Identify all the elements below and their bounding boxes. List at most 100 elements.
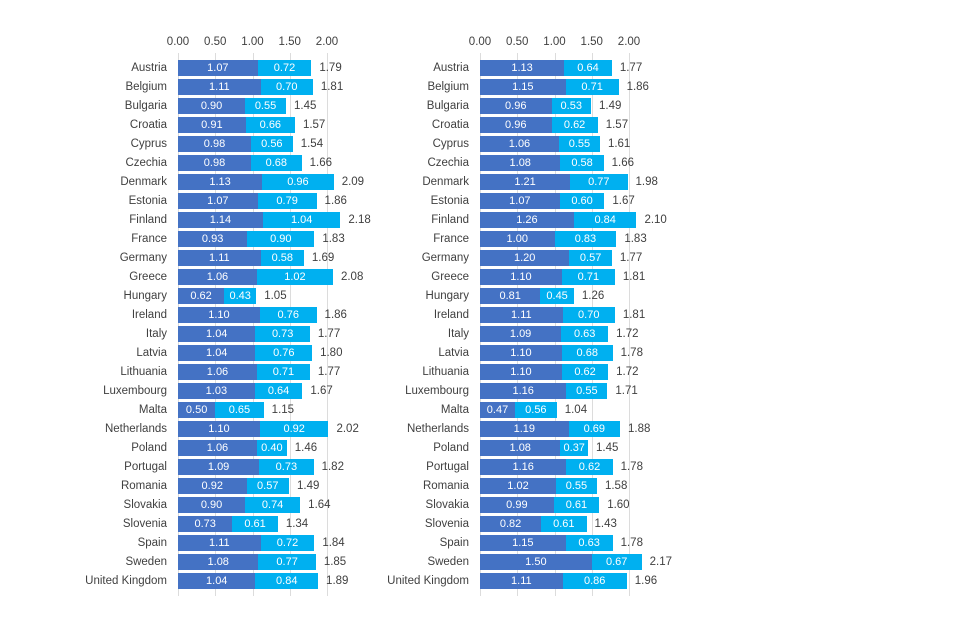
segment-value-label: 1.06 (206, 270, 229, 283)
segment-value-label: 0.76 (277, 308, 299, 321)
segment-value-label: 0.43 (229, 289, 251, 302)
total-value-label: 1.45 (294, 99, 317, 112)
bar-segment-secondary: 0.84 (573, 211, 637, 228)
stacked-bar: 1.21 0.77 1.98 (480, 173, 658, 190)
axis-tick-label: 0.00 (468, 36, 492, 48)
stacked-bar: 1.14 1.04 2.18 (178, 211, 371, 228)
segment-value-label: 0.92 (283, 422, 305, 435)
stacked-bar: 1.15 0.71 1.86 (480, 78, 649, 95)
bar-segment-primary: 0.98 (178, 154, 251, 171)
bar-row: Malta 0.47 0.56 1.04 (312, 400, 672, 419)
bar-segment-secondary: 0.96 (262, 173, 334, 190)
segment-value-label: 1.04 (206, 574, 228, 587)
segment-value-label: 0.96 (505, 118, 527, 131)
category-label: Slovakia (425, 498, 469, 511)
bar-segment-primary: 1.21 (480, 173, 571, 190)
bar-segment-secondary: 1.04 (262, 211, 341, 228)
bar-segment-secondary: 1.02 (256, 268, 333, 285)
segment-value-label: 0.61 (244, 517, 266, 530)
stacked-bar: 1.11 0.72 1.84 (178, 534, 345, 551)
category-label: Lithuania (422, 365, 469, 378)
gridline (327, 53, 328, 596)
bar-segment-primary: 1.26 (480, 211, 574, 228)
segment-value-label: 0.73 (275, 460, 298, 473)
bar-segment-primary: 1.19 (480, 420, 569, 437)
segment-value-label: 1.06 (206, 365, 229, 378)
segment-value-label: 0.92 (201, 479, 223, 492)
bar-segment-secondary: 0.68 (561, 344, 613, 361)
bar-row: Germany 1.11 0.58 1.69 (10, 248, 371, 267)
segment-value-label: 1.11 (209, 251, 230, 264)
total-value-label: 1.49 (599, 99, 622, 112)
bar-row: Luxembourg 1.16 0.55 1.71 (312, 381, 672, 400)
bar-row: Lithuania 1.06 0.71 1.77 (10, 362, 371, 381)
bar-segment-primary: 1.09 (480, 325, 562, 342)
segment-value-label: 0.62 (578, 460, 601, 473)
stacked-bar: 1.16 0.62 1.78 (480, 458, 643, 475)
category-label: Finland (129, 213, 167, 226)
bar-row: Bulgaria 0.90 0.55 1.45 (10, 96, 371, 115)
stacked-bar: 0.91 0.66 1.57 (178, 116, 325, 133)
bar-row: Cyprus 1.06 0.55 1.61 (312, 134, 672, 153)
total-value-label: 1.67 (612, 194, 635, 207)
bar-segment-secondary: 0.45 (540, 287, 574, 304)
category-label: Croatia (129, 118, 167, 131)
segment-value-label: 0.93 (201, 232, 224, 245)
bar-segment-primary: 1.08 (480, 154, 561, 171)
stacked-bar: 1.11 0.86 1.96 (480, 572, 657, 589)
stacked-bar: 1.10 0.76 1.86 (178, 306, 347, 323)
bar-segment-primary: 1.03 (178, 382, 255, 399)
bar-segment-secondary: 0.53 (551, 97, 591, 114)
bar-row: Cyprus 0.98 0.56 1.54 (10, 134, 371, 153)
total-value-label: 1.80 (320, 346, 343, 359)
segment-value-label: 1.06 (508, 137, 531, 150)
segment-value-label: 0.70 (578, 308, 600, 321)
stacked-bar: 1.04 0.84 1.89 (178, 572, 348, 589)
axis-tick-label: 2.00 (315, 36, 339, 48)
segment-value-label: 0.53 (560, 99, 582, 112)
total-value-label: 1.66 (611, 156, 635, 169)
segment-value-label: 0.58 (271, 251, 293, 264)
stacked-bar: 1.08 0.58 1.66 (480, 154, 635, 171)
segment-value-label: 0.79 (276, 194, 298, 207)
segment-value-label: 1.02 (507, 479, 529, 492)
total-value-label: 1.60 (607, 498, 630, 511)
category-label: Denmark (120, 175, 167, 188)
category-label: Belgium (125, 80, 167, 93)
segment-value-label: 0.62 (190, 289, 212, 302)
bar-segment-primary: 1.16 (480, 458, 567, 475)
stacked-bar: 1.16 0.55 1.71 (480, 382, 638, 399)
category-label: Czechia (427, 156, 469, 169)
stacked-bar: 0.82 0.61 1.43 (480, 515, 617, 532)
stacked-bar: 1.13 0.96 2.09 (178, 173, 364, 190)
segment-value-label: 0.72 (273, 61, 296, 74)
category-label: Romania (120, 479, 167, 492)
bar-segment-secondary: 0.70 (260, 78, 313, 95)
bar-segment-secondary: 0.65 (215, 401, 264, 418)
stacked-bar: 0.90 0.55 1.45 (178, 97, 317, 114)
segment-value-label: 0.84 (594, 213, 616, 226)
segment-value-label: 1.15 (512, 80, 534, 93)
category-label: Finland (431, 213, 469, 226)
bar-segment-secondary: 0.83 (554, 230, 617, 247)
bar-segment-secondary: 0.86 (562, 572, 627, 589)
bar-row: Sweden 1.50 0.67 2.17 (312, 552, 672, 571)
total-value-label: 1.78 (620, 460, 643, 473)
category-label: Slovenia (424, 517, 469, 530)
category-label: Bulgaria (426, 99, 469, 112)
gridline (252, 53, 254, 596)
bar-segment-secondary: 0.67 (591, 553, 642, 570)
stacked-bar: 1.19 0.69 1.88 (480, 420, 650, 437)
total-value-label: 1.49 (296, 479, 320, 492)
stacked-bar: 1.50 0.67 2.17 (480, 553, 672, 570)
segment-value-label: 0.60 (571, 194, 593, 207)
bar-row: Slovenia 0.82 0.61 1.43 (312, 514, 672, 533)
bar-segment-secondary: 0.37 (560, 439, 589, 456)
bar-segment-secondary: 0.62 (561, 363, 609, 380)
bar-segment-secondary: 0.55 (558, 135, 600, 152)
bar-segment-primary: 0.93 (178, 230, 248, 247)
stacked-bar: 1.10 0.71 1.81 (480, 268, 645, 285)
total-value-label: 2.02 (336, 422, 359, 435)
segment-value-label: 0.96 (287, 175, 309, 188)
stacked-bar: 0.96 0.53 1.49 (480, 97, 622, 114)
